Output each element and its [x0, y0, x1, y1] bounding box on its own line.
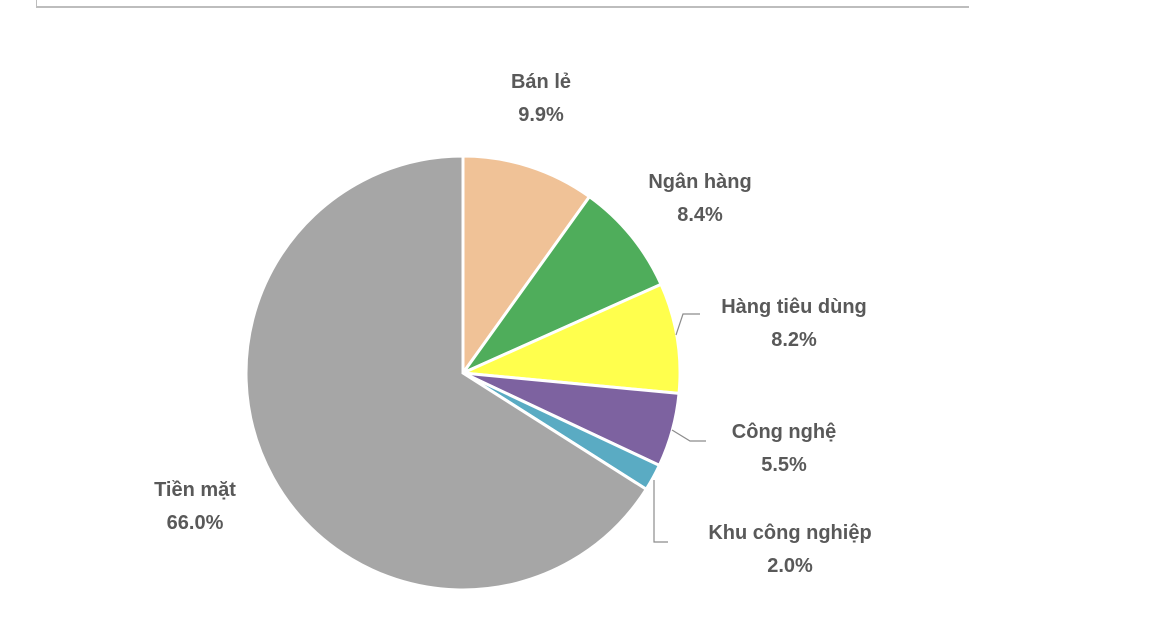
- slice-value-label: 66.0%: [167, 512, 224, 534]
- leader-line: [671, 429, 706, 442]
- slice-value-label: 8.2%: [771, 329, 817, 351]
- slice-label: Ngân hàng: [648, 171, 751, 193]
- pie-slice: [461, 154, 592, 378]
- slice-value-label: 5.5%: [761, 454, 807, 476]
- pie-slice: [244, 154, 649, 592]
- pie-slice: [457, 282, 682, 396]
- slice-label: Tiền mặt: [154, 479, 236, 501]
- slice-label: Hàng tiêu dùng: [721, 296, 867, 318]
- slice-value-label: 8.4%: [677, 204, 723, 226]
- slice-label: Bán lẻ: [511, 71, 571, 93]
- top-frame-border: [36, 0, 969, 8]
- leader-line: [675, 313, 700, 336]
- leader-line: [653, 480, 668, 543]
- pie-slice: [458, 194, 664, 377]
- slice-label: Khu công nghiệp: [708, 522, 871, 544]
- slice-value-label: 2.0%: [767, 555, 813, 577]
- slice-label: Công nghệ: [732, 421, 836, 443]
- slice-value-label: 9.9%: [518, 104, 564, 126]
